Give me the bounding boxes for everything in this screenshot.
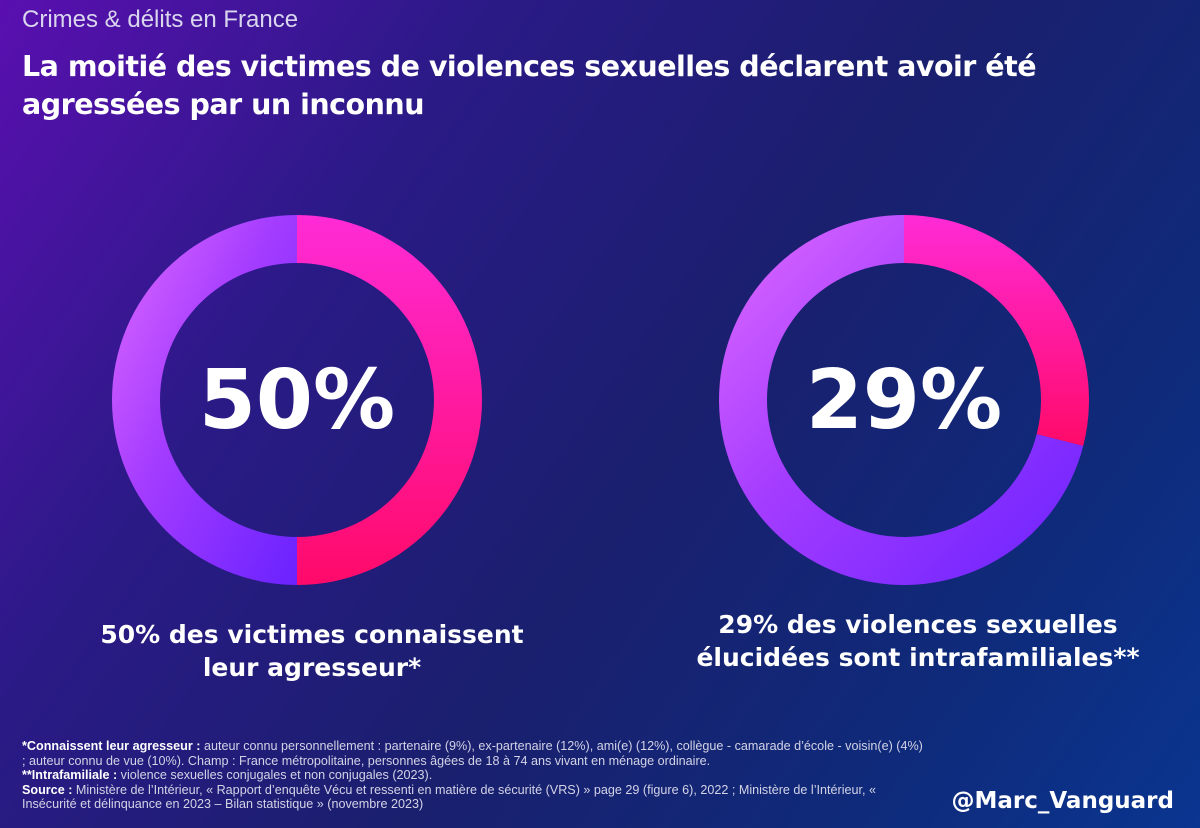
donut-chart-victims: 50%: [112, 215, 482, 585]
footnote-source-label: Source :: [22, 782, 73, 797]
donut-chart-intrafamilial: 29%: [719, 215, 1089, 585]
donut-center-label: 29%: [806, 353, 1002, 448]
footnote-intrafamiliale-label: **Intrafamiliale :: [22, 768, 118, 783]
kicker: Crimes & délits en France: [22, 6, 299, 33]
footnote-agresseur: *Connaissent leur agresseur : auteur con…: [22, 739, 927, 768]
footnote-intrafamiliale-text: violence sexuelles conjugales et non con…: [117, 768, 433, 783]
footnote-intrafamiliale: **Intrafamiliale : violence sexuelles co…: [22, 768, 927, 783]
caption-victims: 50% des victimes connaissent leur agress…: [100, 620, 524, 682]
donut-center-label: 50%: [199, 353, 395, 448]
donut-slice-highlight: [297, 215, 482, 585]
page-title: La moitié des victimes de violences sexu…: [22, 50, 1037, 121]
donut-slice-highlight: [904, 215, 1089, 447]
footnote-source: Source : Ministère de l’Intérieur, « Rap…: [22, 783, 927, 812]
footnote-agresseur-label: *Connaissent leur agresseur :: [22, 739, 201, 753]
footnote-agresseur-text: auteur connu personnellement : partenair…: [22, 739, 923, 768]
donut-slice-rest: [112, 215, 297, 585]
footnotes: *Connaissent leur agresseur : auteur con…: [22, 739, 927, 812]
footnote-source-text: Ministère de l’Intérieur, « Rapport d’en…: [22, 782, 877, 812]
author-handle: @Marc_Vanguard: [951, 788, 1175, 814]
caption-intrafamilial: 29% des violences sexuelles élucidées so…: [696, 610, 1140, 672]
